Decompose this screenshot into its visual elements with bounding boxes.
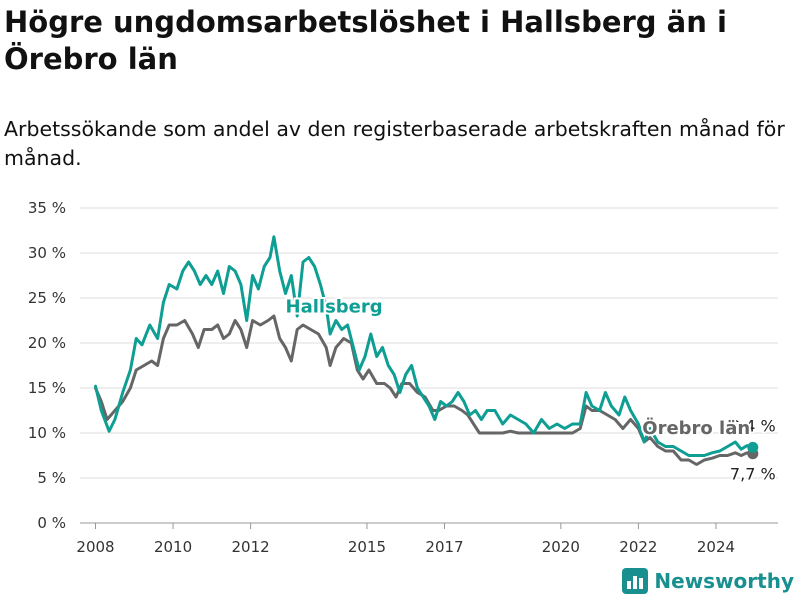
y-tick-label: 30 % bbox=[28, 244, 66, 262]
series-line-hallsberg bbox=[94, 235, 755, 457]
x-tick-label: 2024 bbox=[697, 538, 735, 556]
series-label-orebro: Örebro län bbox=[642, 417, 750, 439]
x-tick-label: 2015 bbox=[348, 538, 386, 556]
y-tick-label: 10 % bbox=[28, 424, 66, 442]
x-tick-label: 2022 bbox=[619, 538, 657, 556]
y-tick-label: 20 % bbox=[28, 334, 66, 352]
end-label-orebro: 7,7 % bbox=[730, 465, 776, 484]
x-tick-label: 2017 bbox=[425, 538, 463, 556]
y-tick-label: 0 % bbox=[37, 514, 66, 532]
bar-chart-icon bbox=[622, 568, 649, 594]
page-title: Högre ungdomsarbetslöshet i Hallsberg än… bbox=[4, 5, 727, 76]
gridlines bbox=[80, 207, 778, 524]
y-tick-label: 35 % bbox=[28, 199, 66, 217]
x-tick-label: 2008 bbox=[76, 538, 114, 556]
x-tick-label: 2020 bbox=[542, 538, 580, 556]
y-tick-label: 5 % bbox=[37, 469, 66, 487]
end-label-hallsberg: 8,4 % bbox=[730, 416, 776, 435]
series-lines bbox=[94, 235, 759, 466]
series-label-hallsberg: Hallsberg bbox=[286, 296, 383, 317]
y-tick-label: 25 % bbox=[28, 289, 66, 307]
y-tick-label: 15 % bbox=[28, 379, 66, 397]
end-point-hallsberg bbox=[747, 441, 759, 453]
y-axis-ticks: 0 % 5 % 10 % 15 % 20 % 25 % 30 % 35 % bbox=[28, 199, 66, 532]
x-tick-label: 2010 bbox=[154, 538, 192, 556]
page-subtitle: Arbetssökande som andel av den registerb… bbox=[4, 117, 785, 170]
brand-logo: Newsworthy bbox=[622, 568, 794, 594]
x-tick-label: 2012 bbox=[232, 538, 270, 556]
x-axis-ticks: 2008 2010 2012 2015 2017 2020 2022 2024 bbox=[76, 523, 735, 556]
brand-name: Newsworthy bbox=[654, 569, 794, 593]
series-line-orebro bbox=[94, 314, 755, 466]
series-labels: Hallsberg 8,4 %Örebro län 7,7 % bbox=[284, 294, 778, 485]
